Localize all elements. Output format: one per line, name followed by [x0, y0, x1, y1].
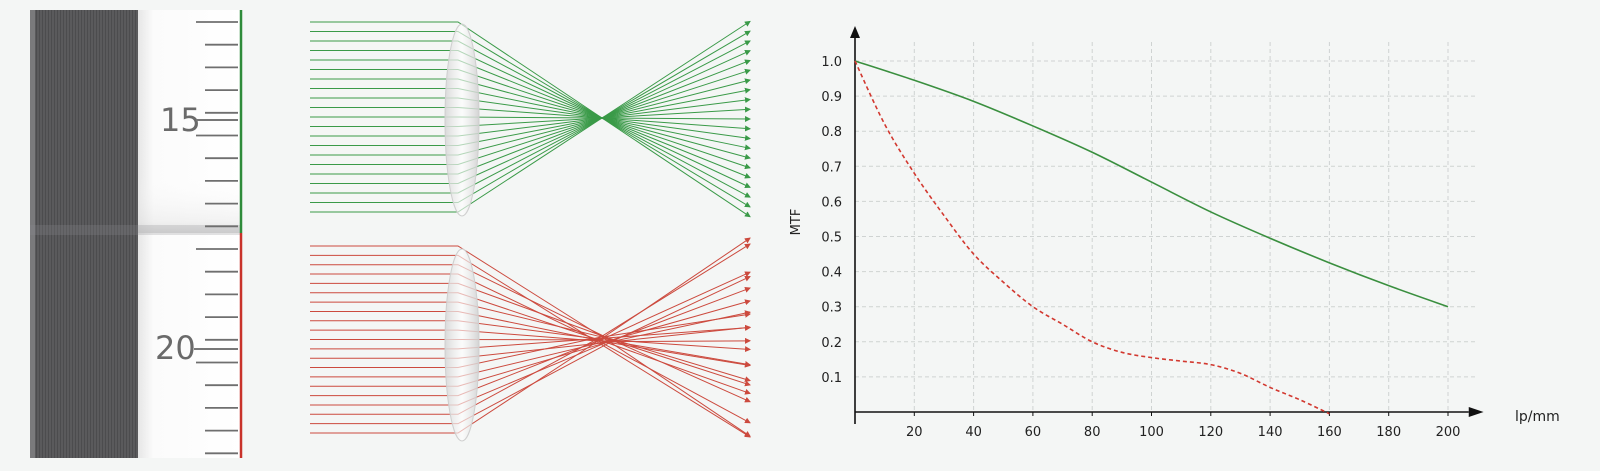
sharp-focus-rays	[310, 20, 751, 218]
y-tick-label: 0.8	[821, 125, 842, 140]
ruler-label-15: 15	[160, 101, 201, 139]
ray-line	[310, 68, 751, 165]
ray-line	[310, 324, 751, 350]
ray-line	[310, 40, 751, 194]
ray-line	[310, 50, 751, 184]
dark-strip	[30, 10, 138, 458]
y-tick-label: 0.9	[821, 90, 842, 105]
y-axis-label: MTF	[789, 209, 804, 236]
y-tick-labels: 0.1 0.2 0.3 0.4 0.5 0.6 0.7 0.8 0.9 1.0	[821, 55, 842, 386]
ray-line	[310, 264, 751, 403]
x-tick-label: 20	[906, 425, 923, 440]
ray-line	[310, 329, 751, 344]
ray-line	[310, 311, 751, 369]
x-tick-label: 100	[1139, 425, 1164, 440]
ruler-image: 15 20	[30, 10, 243, 458]
blurred-focus-rays	[310, 237, 751, 438]
ray-line	[310, 115, 751, 122]
ray-line	[310, 301, 751, 387]
y-tick-label: 0.6	[821, 195, 842, 210]
ray-line	[310, 78, 751, 156]
x-axis-arrow	[1468, 407, 1484, 417]
mtf-chart: 20 40 60 80 100 120 140 160 180 200 0.10.20.30.40…	[789, 26, 1560, 440]
ray-line	[310, 30, 751, 203]
ray-line	[310, 88, 751, 151]
y-tick-label: 0.4	[821, 266, 842, 281]
ray-line	[310, 59, 751, 179]
lens-top	[444, 23, 480, 217]
ray-line	[310, 245, 751, 437]
x-tick-label: 180	[1376, 425, 1401, 440]
ray-line	[310, 21, 751, 218]
x-tick-label: 200	[1436, 425, 1461, 440]
lens-bottom	[444, 248, 480, 442]
mtf-line-solid	[854, 60, 1449, 308]
ray-line	[310, 320, 751, 367]
ray-line	[310, 87, 751, 146]
chart-axes	[850, 26, 1484, 424]
y-axis-arrow	[850, 26, 860, 38]
x-tick-label: 140	[1258, 425, 1283, 440]
chart-grid	[855, 42, 1478, 412]
ray-line	[310, 20, 751, 213]
y-tick-label: 0.2	[821, 336, 842, 351]
ray-line	[310, 97, 751, 137]
x-tick-label: 160	[1317, 425, 1342, 440]
x-tick-label: 120	[1198, 425, 1223, 440]
x-tick-label: 60	[1025, 425, 1042, 440]
ray-line	[310, 243, 751, 415]
ray-line	[310, 282, 751, 383]
ray-line	[310, 292, 751, 395]
x-tick-label: 40	[965, 425, 982, 440]
ruler-ticks	[196, 21, 238, 455]
y-tick-label: 1.0	[821, 55, 842, 70]
ray-line	[310, 31, 751, 208]
ray-line	[310, 299, 751, 378]
ray-line	[310, 339, 751, 353]
chart-series	[854, 60, 1449, 415]
ray-line	[310, 310, 751, 368]
y-tick-label: 0.7	[821, 160, 842, 175]
ray-line	[310, 97, 751, 141]
x-tick-labels: 20 40 60 80 100 120 140 160 180 200	[906, 425, 1460, 440]
ray-line	[310, 107, 751, 132]
lens-ray-diagram	[310, 20, 751, 442]
ray-line	[310, 324, 751, 359]
ray-line	[310, 40, 751, 198]
ray-line	[310, 106, 751, 127]
ruler-paper	[138, 10, 242, 458]
y-tick-label: 0.5	[821, 231, 842, 246]
ray-line	[310, 273, 751, 424]
ray-line	[310, 237, 751, 434]
ray-line	[310, 78, 751, 160]
y-tick-label: 0.1	[821, 371, 842, 386]
ray-line	[310, 69, 751, 170]
x-axis-label: lp/mm	[1515, 409, 1560, 425]
x-tick-label: 80	[1084, 425, 1101, 440]
y-tick-label: 0.3	[821, 301, 842, 316]
ray-line	[310, 271, 751, 397]
ruler-label-20: 20	[155, 329, 196, 367]
ray-line	[310, 310, 751, 387]
ray-line	[310, 50, 751, 188]
ray-line	[310, 59, 751, 175]
